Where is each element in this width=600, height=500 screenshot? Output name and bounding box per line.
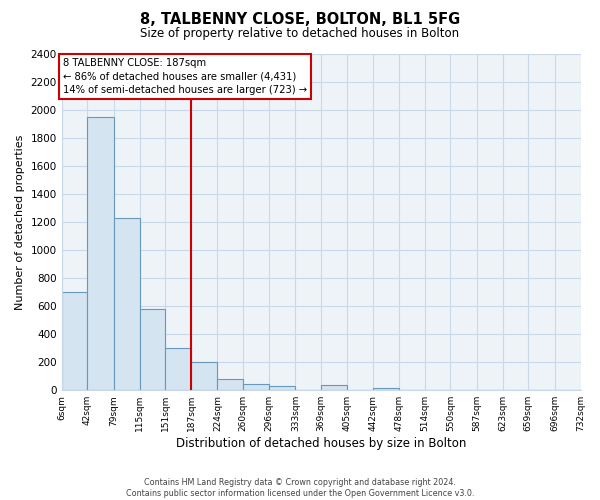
Bar [165, 348, 191, 390]
Bar [217, 379, 243, 390]
X-axis label: Distribution of detached houses by size in Bolton: Distribution of detached houses by size … [176, 437, 466, 450]
Text: 8, TALBENNY CLOSE, BOLTON, BL1 5FG: 8, TALBENNY CLOSE, BOLTON, BL1 5FG [140, 12, 460, 28]
Bar [243, 384, 269, 390]
Bar [114, 218, 140, 390]
Y-axis label: Number of detached properties: Number of detached properties [15, 134, 25, 310]
Text: 8 TALBENNY CLOSE: 187sqm
← 86% of detached houses are smaller (4,431)
14% of sem: 8 TALBENNY CLOSE: 187sqm ← 86% of detach… [63, 58, 307, 94]
Bar [140, 309, 165, 390]
Text: Size of property relative to detached houses in Bolton: Size of property relative to detached ho… [140, 28, 460, 40]
Bar [373, 388, 399, 390]
Bar [62, 292, 88, 390]
Bar [88, 117, 114, 390]
Text: Contains HM Land Registry data © Crown copyright and database right 2024.
Contai: Contains HM Land Registry data © Crown c… [126, 478, 474, 498]
Bar [191, 362, 217, 390]
Bar [269, 386, 295, 390]
Bar [321, 386, 347, 390]
